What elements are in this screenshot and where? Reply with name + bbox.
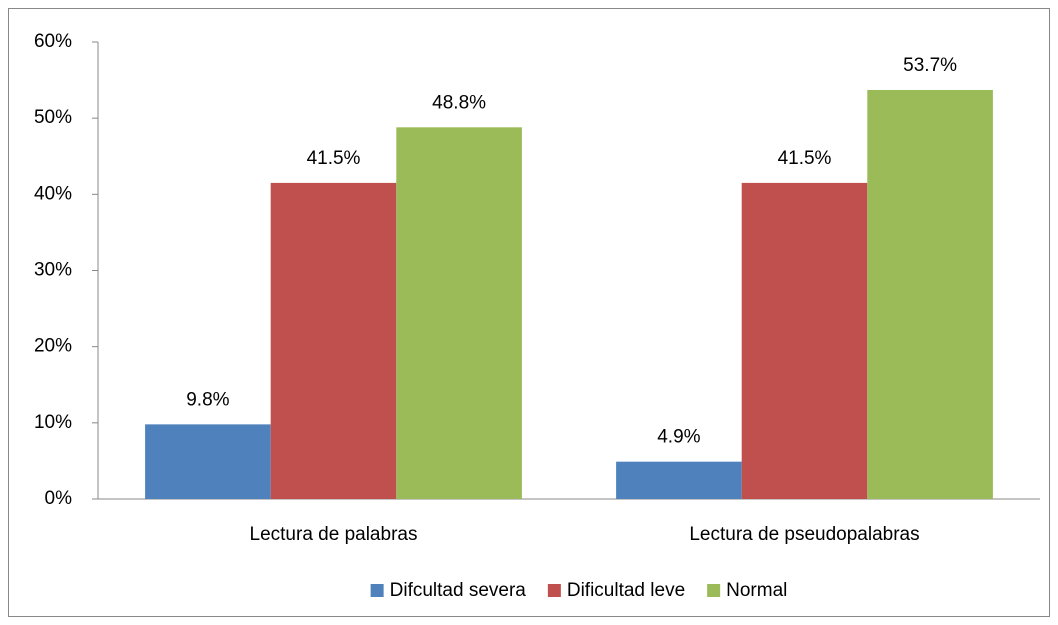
bar <box>396 127 522 499</box>
y-tick-label: 40% <box>34 183 72 204</box>
bar <box>270 182 397 500</box>
value-label: 41.5% <box>307 148 361 169</box>
y-tick-label: 10% <box>34 412 72 433</box>
y-tick-label: 0% <box>45 488 73 509</box>
value-label: 48.8% <box>432 92 486 113</box>
bar <box>741 182 868 500</box>
y-tick-label: 60% <box>34 31 72 52</box>
y-tick-label: 50% <box>34 107 72 128</box>
y-tick-label: 30% <box>34 260 72 281</box>
bar <box>145 424 271 499</box>
legend-label: Normal <box>726 580 787 601</box>
x-tick-label: Lectura de palabras <box>250 524 418 545</box>
legend-swatch <box>370 584 384 597</box>
y-tick-label: 20% <box>34 336 72 357</box>
legend-label: Difcultad severa <box>390 580 527 601</box>
legend-label: Dificultad leve <box>567 580 685 601</box>
value-label: 53.7% <box>903 55 957 76</box>
legend-swatch <box>707 584 721 597</box>
value-label: 9.8% <box>186 389 229 410</box>
value-label: 41.5% <box>778 148 832 169</box>
x-tick-label: Lectura de pseudopalabras <box>689 524 919 545</box>
bar <box>616 461 742 499</box>
legend-swatch <box>547 584 561 597</box>
value-label: 4.9% <box>657 427 700 448</box>
bar <box>867 89 993 500</box>
